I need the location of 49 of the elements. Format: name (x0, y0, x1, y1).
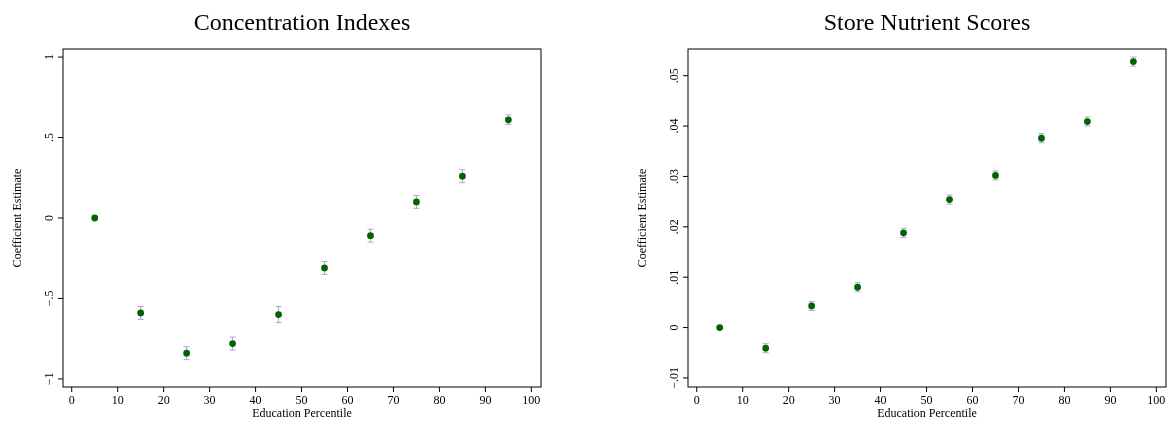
y-axis-title: Coefficient Estimate (10, 168, 24, 268)
x-axis-title: Education Percentile (252, 406, 352, 420)
x-axis-title: Education Percentile (877, 406, 977, 420)
x-tick-label: 0 (68, 393, 75, 407)
point (321, 264, 328, 272)
x-tick-label: 70 (387, 393, 400, 407)
point (183, 349, 191, 357)
point (413, 198, 420, 206)
x-tick-label: 40 (874, 393, 887, 407)
x-tick-label: 100 (1147, 393, 1166, 407)
point (229, 340, 236, 347)
point (91, 214, 99, 222)
x-tick-label: 60 (341, 393, 354, 407)
x-tick-label: 90 (1104, 393, 1117, 407)
y-tick-label: −.01 (667, 367, 681, 389)
x-tick-label: 10 (736, 393, 749, 407)
x-tick-label: 20 (782, 393, 795, 407)
x-tick-label: 10 (111, 393, 124, 407)
x-tick-label: 70 (1012, 393, 1025, 407)
y-tick-label: −1 (42, 372, 56, 386)
x-tick-label: 50 (920, 393, 933, 407)
y-tick-label: .02 (667, 219, 681, 235)
y-tick-label: 1 (42, 54, 56, 61)
x-tick-label: 30 (828, 393, 841, 407)
x-tick-label: 100 (522, 393, 541, 407)
chart-title: Concentration Indexes (193, 9, 411, 35)
y-tick-label: .01 (667, 269, 681, 285)
y-axis-title: Coefficient Estimate (635, 168, 649, 268)
x-tick-label: 20 (157, 393, 170, 407)
point (275, 311, 282, 318)
x-tick-label: 0 (693, 393, 700, 407)
point (367, 232, 374, 240)
point (716, 324, 724, 331)
x-tick-label: 60 (966, 393, 979, 407)
y-tick-label: .5 (42, 133, 56, 143)
x-tick-label: 80 (433, 393, 446, 407)
y-tick-label: −.5 (42, 290, 56, 307)
y-tick-label: .04 (667, 118, 681, 134)
y-tick-label: .03 (667, 168, 681, 184)
y-tick-label: 0 (667, 324, 681, 331)
y-tick-label: 0 (42, 215, 56, 221)
x-tick-label: 90 (479, 393, 492, 407)
x-tick-label: 40 (249, 393, 262, 407)
y-tick-label: .05 (667, 68, 681, 84)
x-tick-label: 30 (203, 393, 216, 407)
chart-title: Store Nutrient Scores (823, 9, 1031, 35)
point (459, 172, 466, 180)
x-tick-label: 50 (295, 393, 308, 407)
x-tick-label: 80 (1058, 393, 1071, 407)
